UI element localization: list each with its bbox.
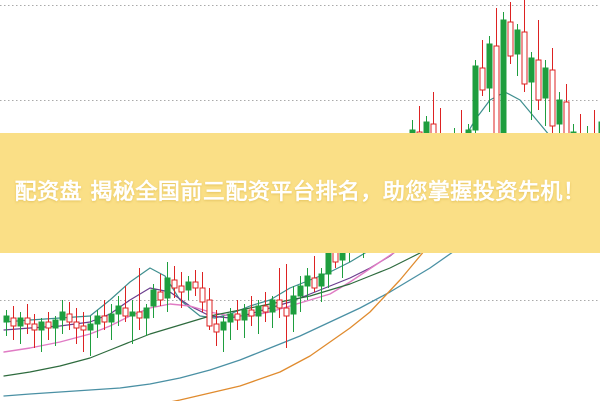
ad-banner-overlay[interactable]: 配资盘 揭秘全国前三配资平台排名，助您掌握投资先机！ [0,133,600,253]
ad-banner-text: 配资盘 揭秘全国前三配资平台排名，助您掌握投资先机！ [14,180,586,205]
